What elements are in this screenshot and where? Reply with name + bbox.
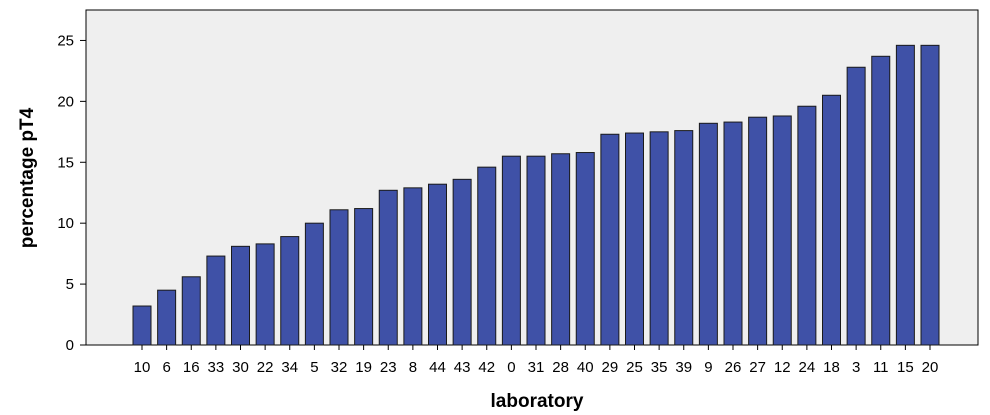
x-tick-label: 44: [429, 359, 446, 376]
x-tick-label: 42: [478, 359, 495, 376]
x-tick-label: 22: [257, 359, 274, 376]
bar-lab-8: [403, 187, 423, 346]
bar-lab-39: [674, 130, 694, 346]
x-tick-label: 11: [873, 359, 889, 376]
bar-lab-19: [354, 208, 374, 346]
x-tick-label: 19: [355, 359, 372, 376]
y-tick-label: 20: [57, 93, 74, 110]
bar-lab-5: [304, 222, 324, 346]
x-tick-label: 24: [799, 359, 816, 376]
bar-lab-32: [329, 209, 349, 346]
y-tick-label: 5: [66, 276, 74, 293]
x-tick-label: 15: [897, 359, 914, 376]
x-tick-label: 35: [651, 359, 668, 376]
bar-lab-10: [132, 305, 152, 346]
y-tick-label: 10: [57, 215, 74, 232]
bar-lab-23: [378, 189, 398, 346]
x-tick-label: 0: [507, 359, 515, 376]
x-tick-label: 9: [704, 359, 712, 376]
x-tick-label: 16: [183, 359, 200, 376]
y-tick-label: 15: [57, 154, 74, 171]
x-tick-label: 34: [281, 359, 298, 376]
bar-lab-20: [920, 44, 940, 346]
bar-lab-16: [181, 276, 201, 346]
x-tick-label: 8: [409, 359, 417, 376]
y-tick-label: 25: [57, 32, 74, 49]
bar-lab-3: [846, 66, 866, 346]
x-tick-label: 40: [577, 359, 594, 376]
x-axis: 10 6 16 33 30 22 34 5 32 19 23 8 44 43 42 0 31 28 40 29 25 35…: [134, 345, 939, 376]
x-tick-label: 31: [528, 359, 545, 376]
x-tick-label: 10: [134, 359, 151, 376]
bar-lab-15: [895, 44, 915, 346]
x-tick-label: 18: [823, 359, 840, 376]
bar-lab-35: [649, 131, 669, 346]
bar-lab-34: [280, 236, 300, 346]
bar-lab-42: [477, 166, 497, 346]
bar-lab-31: [526, 155, 546, 346]
bar-lab-0: [501, 155, 521, 346]
bar-lab-18: [822, 94, 841, 346]
y-tick-label: 0: [66, 337, 74, 354]
bar-lab-40: [575, 152, 595, 346]
bar-lab-33: [206, 255, 226, 346]
bar-lab-9: [698, 122, 718, 346]
bar-lab-26: [723, 121, 743, 346]
bar-lab-6: [157, 289, 177, 346]
x-tick-label: 39: [675, 359, 692, 376]
x-axis-title: laboratory: [491, 391, 584, 412]
x-tick-label: 5: [310, 359, 318, 376]
x-tick-label: 33: [208, 359, 225, 376]
x-tick-label: 27: [749, 359, 766, 376]
x-tick-label: 3: [852, 359, 860, 376]
x-tick-label: 30: [232, 359, 249, 376]
bar-lab-25: [625, 132, 644, 346]
x-tick-label: 26: [725, 359, 742, 376]
x-tick-label: 6: [162, 359, 170, 376]
x-tick-label: 12: [774, 359, 791, 376]
bar-lab-29: [600, 133, 620, 346]
x-tick-label: 43: [454, 359, 471, 376]
bar-lab-28: [551, 153, 571, 346]
x-tick-label: 32: [331, 359, 348, 376]
bars-group: [132, 44, 940, 346]
y-axis-title: percentage pT4: [17, 107, 38, 248]
x-tick-label: 23: [380, 359, 397, 376]
bar-lab-12: [772, 115, 792, 346]
x-tick-label: 25: [626, 359, 643, 376]
bar-lab-43: [452, 178, 472, 346]
bar-lab-22: [255, 243, 275, 346]
bar-lab-27: [748, 116, 768, 346]
x-tick-label: 28: [552, 359, 569, 376]
bar-lab-24: [797, 105, 817, 346]
bar-lab-30: [231, 245, 250, 346]
bar-lab-44: [428, 183, 447, 346]
y-axis: 0 5 10 15 20 25: [57, 32, 86, 354]
x-tick-label: 20: [922, 359, 939, 376]
x-tick-label: 29: [602, 359, 619, 376]
bar-lab-11: [871, 55, 891, 346]
